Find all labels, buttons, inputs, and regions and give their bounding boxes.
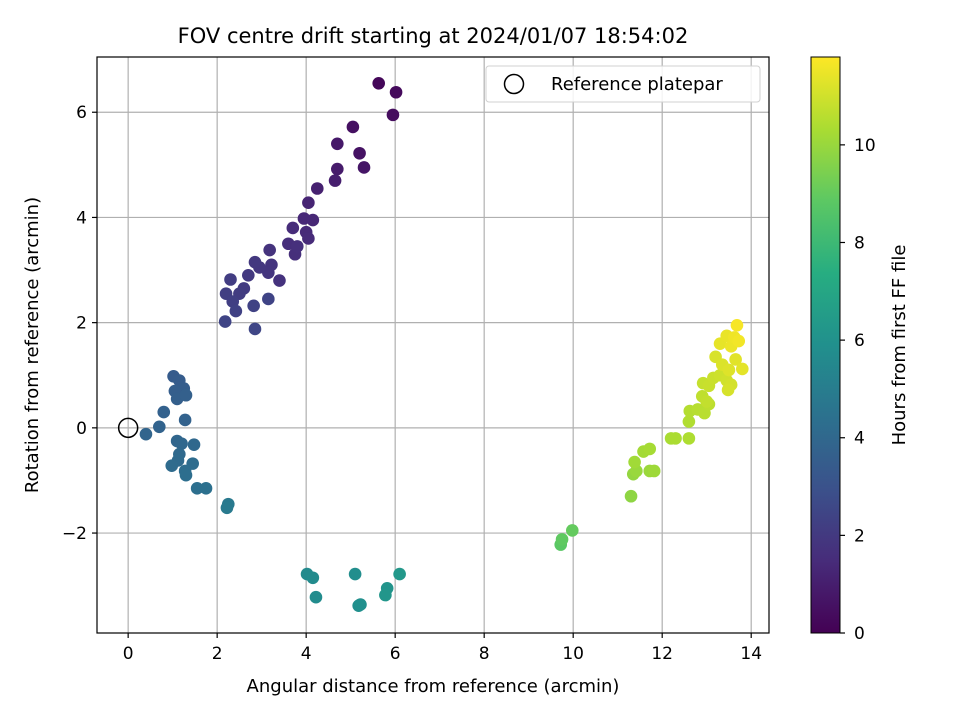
scatter-point: [331, 137, 344, 151]
scatter-point: [157, 405, 171, 419]
y-tick-label: −2: [62, 524, 87, 544]
scatter-point: [565, 524, 579, 537]
legend-label-reference: Reference platepar: [551, 74, 723, 95]
scatter-point: [178, 413, 192, 427]
scatter-point: [139, 427, 153, 441]
scatter-point: [306, 571, 320, 585]
y-tick-label: 4: [76, 208, 87, 228]
scatter-point: [735, 362, 749, 376]
x-tick-label: 10: [562, 644, 584, 664]
y-axis-label: Rotation from reference (arcmin): [22, 197, 43, 493]
colorbar-label: Hours from first FF file: [889, 245, 910, 446]
scatter-point: [273, 274, 286, 287]
x-tick-label: 12: [651, 644, 673, 664]
scatter-point: [262, 292, 275, 306]
scatter-point: [624, 489, 638, 503]
colorbar-tick-label: 0: [854, 624, 865, 644]
scatter-point: [732, 334, 746, 348]
scatter-point: [348, 567, 362, 581]
scatter-point: [354, 598, 367, 611]
chart-title: FOV centre drift starting at 2024/01/07 …: [178, 24, 689, 48]
x-tick-label: 0: [123, 644, 134, 664]
x-tick-label: 2: [212, 644, 223, 664]
scatter-point: [190, 482, 204, 495]
axis-ticks: 0 2 4 6 8 10 12 14 −2 0 2 4 6: [62, 103, 762, 664]
scatter-point: [242, 269, 255, 282]
scatter-point: [218, 315, 232, 328]
scatter-point: [302, 232, 315, 245]
scatter-point: [175, 437, 188, 450]
scatter-point: [286, 221, 300, 235]
plot-area-frame: [96, 56, 770, 634]
scatter-point: [729, 353, 742, 366]
scatter-point: [199, 482, 213, 495]
colorbar-tick-label: 4: [854, 429, 865, 449]
colorbar: 0 2 4 6 8 10 Hours from first FF file: [810, 56, 910, 644]
colorbar-tick-label: 10: [854, 136, 876, 156]
scatter-point: [643, 442, 657, 456]
scatter-point: [386, 108, 400, 122]
scatter-point: [372, 77, 386, 90]
x-tick-label: 14: [740, 644, 762, 664]
x-tick-label: 8: [479, 644, 490, 664]
colorbar-tick-label: 2: [854, 526, 865, 546]
scatter-point: [187, 438, 201, 451]
scatter-point: [628, 455, 641, 469]
x-tick-label: 4: [301, 644, 312, 664]
colorbar-gradient: [810, 56, 841, 634]
scatter-point: [389, 85, 403, 99]
scatter-point: [328, 174, 342, 187]
scatter-point: [179, 468, 193, 482]
y-tick-label: 0: [76, 419, 87, 439]
scatter-point: [346, 120, 360, 134]
scatter-point: [669, 432, 682, 445]
x-tick-label: 6: [390, 644, 401, 664]
colorbar-tick-label: 6: [854, 331, 865, 351]
scatter-point: [179, 388, 193, 402]
colorbar-ticks: 0 2 4 6 8 10: [840, 136, 876, 644]
scatter-point: [357, 161, 371, 174]
scatter-point: [247, 299, 260, 313]
scatter-point: [220, 501, 234, 515]
scatter-point: [248, 255, 262, 269]
scatter-point: [730, 318, 744, 332]
scatter-point: [353, 146, 366, 160]
grid-lines: [97, 57, 769, 633]
colorbar-tick-label: 8: [854, 233, 865, 253]
scatter-point: [379, 588, 392, 602]
legend-box: Reference platepar: [485, 65, 761, 103]
scatter-point: [290, 240, 304, 253]
scatter-point: [647, 464, 661, 478]
scatter-point: [722, 363, 736, 377]
scatter-point: [310, 182, 324, 195]
y-tick-label: 6: [76, 103, 87, 123]
reference-platepar-marker: [117, 417, 139, 439]
scatter-point: [309, 590, 323, 604]
scatter-point: [302, 196, 315, 210]
scatter-point: [555, 533, 569, 546]
y-tick-label: 2: [76, 314, 87, 334]
scatter-point: [700, 395, 713, 408]
scatter-point: [297, 212, 311, 225]
scatter-point: [721, 383, 735, 397]
scatter-point: [224, 273, 237, 286]
scatter-point: [226, 295, 240, 308]
scatter-points: [117, 77, 749, 612]
x-axis-label: Angular distance from reference (arcmin): [247, 676, 620, 697]
scatter-point: [682, 432, 696, 445]
scatter-point: [229, 304, 243, 318]
legend-marker-circle: [503, 73, 525, 95]
scatter-point: [248, 322, 262, 336]
scatter-point: [165, 459, 179, 473]
scatter-point: [682, 415, 696, 428]
scatter-point: [263, 243, 276, 257]
scatter-point: [393, 567, 406, 581]
scatter-point: [331, 162, 344, 176]
scatter-point: [153, 420, 166, 434]
